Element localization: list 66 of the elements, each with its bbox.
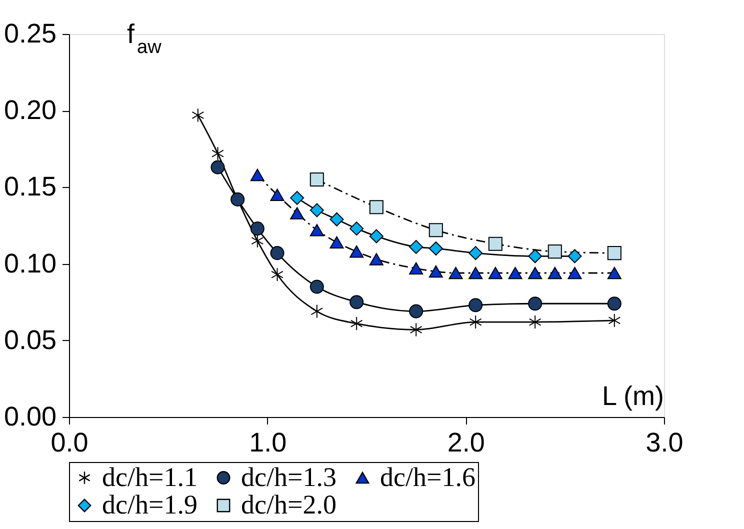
point xyxy=(310,203,324,218)
point xyxy=(448,266,463,280)
point xyxy=(468,266,483,280)
point xyxy=(310,224,324,236)
legend-label: dc/h=1.9 xyxy=(102,490,198,520)
point xyxy=(607,266,622,280)
y-tick-label: 0.25 xyxy=(4,18,56,48)
point xyxy=(568,249,582,264)
point xyxy=(330,236,344,248)
point xyxy=(568,266,582,280)
point xyxy=(469,314,482,330)
point xyxy=(607,246,622,260)
x-tick-label: 1.0 xyxy=(249,428,287,458)
point xyxy=(468,298,483,312)
y-tick-label: 0.10 xyxy=(4,248,56,278)
point xyxy=(428,223,443,238)
point xyxy=(548,266,562,280)
point xyxy=(528,266,542,280)
point xyxy=(250,222,264,236)
point xyxy=(369,229,384,244)
point xyxy=(528,296,542,311)
legend-label: dc/h=2.0 xyxy=(241,490,336,520)
point xyxy=(409,240,424,254)
point xyxy=(488,236,502,251)
point xyxy=(350,245,364,258)
y-tick-label: 0.20 xyxy=(4,95,56,126)
point xyxy=(251,234,264,248)
legend-label: dc/h=1.6 xyxy=(380,462,476,492)
point xyxy=(607,296,622,311)
point xyxy=(369,200,384,214)
point xyxy=(350,295,364,310)
point xyxy=(270,246,284,260)
point xyxy=(428,241,443,256)
x-tick-label: 2.0 xyxy=(447,428,485,458)
point xyxy=(528,249,542,264)
point xyxy=(409,262,424,275)
point xyxy=(192,108,204,122)
point xyxy=(548,244,562,259)
point xyxy=(290,207,304,220)
point xyxy=(350,316,363,331)
x-tick-label: 3.0 xyxy=(646,428,684,458)
point xyxy=(310,172,324,187)
point xyxy=(410,322,422,337)
point xyxy=(528,314,542,330)
point xyxy=(608,313,621,328)
point xyxy=(310,304,324,318)
point xyxy=(271,268,284,282)
y-tick-label: 0.15 xyxy=(4,172,56,202)
point xyxy=(409,304,424,318)
point xyxy=(250,168,264,182)
legend-label: dc/h=1.3 xyxy=(241,462,336,492)
legend-label: dc/h=1.1 xyxy=(102,462,198,492)
point xyxy=(350,222,364,236)
point xyxy=(508,266,522,280)
point xyxy=(212,146,224,161)
point xyxy=(290,190,304,205)
x-axis-title: L (m) xyxy=(602,381,664,411)
point xyxy=(310,280,324,294)
point xyxy=(330,212,344,226)
point xyxy=(270,188,284,202)
point xyxy=(210,160,225,174)
point xyxy=(369,253,384,266)
point xyxy=(488,266,502,280)
point xyxy=(468,246,483,260)
y-tick-label: 0.05 xyxy=(4,324,56,355)
point xyxy=(428,265,443,278)
